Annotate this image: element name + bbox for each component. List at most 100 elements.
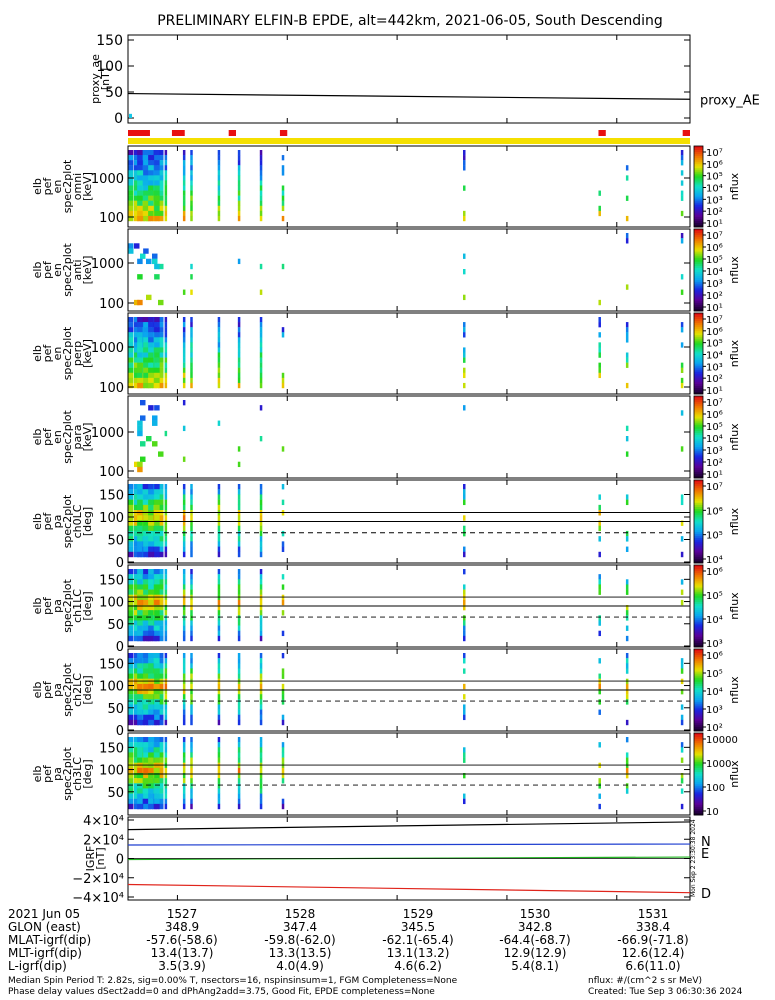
panel-ch3LC-colorbar-label: nflux: [728, 760, 741, 788]
panel-ch2LC-cell: [598, 683, 601, 690]
panel-para-colorbar-step: [694, 408, 703, 411]
panel-ch3LC-cell: [164, 773, 168, 779]
panel-perp-cell: [625, 327, 629, 333]
panel-ch0LC-cell: [164, 541, 168, 547]
panel-ch1LC-cell: [143, 625, 149, 631]
panel-omni-cell: [128, 150, 134, 156]
panel-ch0LC-cell: [137, 489, 143, 495]
panel-perp-colorbar-tick-label: 10¹: [706, 386, 723, 397]
panel-perp-cell: [128, 352, 134, 358]
panel-perp-cell: [140, 382, 146, 389]
panel-ch2LC-cell: [190, 719, 193, 726]
panel-ch3LC-cell: [190, 788, 193, 794]
panel-omni-cell: [154, 190, 160, 196]
panel-ch3LC-cell: [463, 757, 466, 763]
panel-anti-cell: [680, 238, 684, 244]
panel-perp-ytick-label: 1000: [91, 341, 124, 356]
panel-ch0LC-cell: [158, 499, 164, 506]
panel-ch2LC-cell: [158, 704, 164, 710]
panel-ch2LC-cell: [143, 658, 149, 664]
panel-perp-cell: [143, 367, 149, 373]
panel-anti-colorbar-step: [694, 272, 703, 275]
panel-ch1LC-colorbar-step: [694, 644, 703, 648]
science-zone-red-bar: [128, 130, 150, 136]
note-nflux-units: nflux: #/(cm^2 s sr MeV): [588, 976, 702, 986]
panel-ch0LC-ylabel-line: ch0LC: [71, 504, 84, 538]
panel-ch1LC-cell: [148, 574, 154, 580]
panel-ch0LC-cell: [463, 551, 466, 558]
panel-omni-cell: [625, 175, 629, 181]
panel-ch1LC-cell: [190, 615, 193, 621]
panel-omni-cell: [128, 185, 134, 191]
panel-perp-cell: [680, 382, 684, 389]
panel-para-cell: [152, 420, 158, 426]
footer-row-value: -57.6(-58.6): [146, 933, 218, 947]
panel-ch0LC-colorbar-step: [694, 550, 703, 554]
panel-perp-cell: [154, 377, 160, 384]
panel-omni-cell: [217, 175, 221, 181]
panel-ch0LC-cell: [190, 520, 193, 526]
panel-ch3LC-cell: [259, 767, 263, 774]
panel-perp-cell: [143, 317, 149, 323]
footer-row-value: -64.4(-68.7): [499, 933, 571, 947]
panel-omni-cell: [134, 215, 140, 222]
panel-omni-colorbar-step: [694, 146, 703, 149]
panel-ch2LC-cell: [158, 709, 164, 715]
panel-ch1LC-cell: [154, 599, 160, 606]
panel-omni-cell: [158, 180, 164, 186]
panel-ch1LC-cell: [148, 569, 154, 575]
panel-ch3LC-cell: [217, 747, 221, 753]
panel-ch1LC-cell: [217, 584, 221, 590]
panel-ch0LC-cell: [625, 536, 629, 542]
panel-omni-cell: [137, 150, 143, 156]
panel-perp-ylabel-line: pef: [41, 344, 54, 363]
panel-perp-cell: [148, 322, 154, 328]
panel-ch2LC-cell: [148, 658, 154, 664]
panel-ch1LC-cell: [217, 574, 221, 580]
panel-ch3LC-cell: [154, 757, 160, 763]
footer-row-value: 4.6(6.2): [394, 959, 442, 973]
panel-ch0LC-colorbar-step: [694, 542, 703, 545]
panel-perp-cell: [148, 332, 154, 338]
panel-perp-cell: [259, 347, 263, 353]
panel-ch2LC-colorbar-tick-label: 10⁵: [706, 669, 723, 680]
igrf-ylabel: IGRF[nT]: [84, 846, 107, 872]
panel-ch0LC-cell: [140, 484, 146, 490]
panel-ch3LC-cell: [128, 788, 134, 794]
panel-ch3LC-cell: [164, 798, 168, 805]
panel-ch3LC-colorbar-tick-label: 1000: [706, 759, 731, 770]
panel-ch3LC-colorbar-step: [694, 786, 703, 789]
panel-ch2LC-cell: [281, 683, 285, 690]
panel-ch1LC-cell: [148, 625, 154, 631]
panel-anti-colorbar-tick-label: 10¹: [706, 303, 723, 314]
panel-ch1LC-ylabel-line: ch1LC: [71, 589, 84, 623]
panel-ch0LC-ytick-label: 100: [99, 511, 124, 526]
panel-perp-cell: [134, 342, 140, 348]
panel-ch1LC-colorbar-step: [694, 597, 703, 601]
panel-perp-cell: [143, 377, 149, 384]
panel-ch0LC-cell: [259, 484, 263, 490]
panel-ch2LC-cell: [154, 653, 160, 659]
panel-ch0LC-cell: [154, 494, 160, 500]
panel-ch1LC-colorbar-step: [694, 624, 703, 627]
panel-ch1LC-cell: [182, 574, 186, 580]
panel-omni-cell: [137, 210, 143, 217]
panel-ch0LC-cell: [143, 494, 149, 500]
panel-omni-cell: [217, 205, 221, 212]
panel-ch3LC-colorbar-step: [694, 808, 703, 812]
panel-perp-cell: [598, 322, 601, 328]
panel-para-colorbar-step: [694, 439, 703, 442]
panel-omni-cell: [158, 195, 164, 201]
panel-perp-cell: [128, 357, 134, 363]
panel-ch1LC-cell: [190, 605, 193, 611]
panel-ch3LC-cell: [625, 757, 629, 763]
panel-omni-cell: [680, 155, 684, 161]
panel-omni-cell: [148, 175, 154, 181]
panel-ch0LC-cell: [625, 499, 629, 506]
panel-ch1LC-cell: [182, 589, 186, 595]
panel-ch0LC-cell: [217, 541, 221, 547]
panel-perp-cell: [134, 352, 140, 358]
footer-row-value: -59.8(-62.0): [264, 933, 336, 947]
panel-perp-cell: [625, 357, 629, 363]
panel-ch0LC-cell: [128, 541, 134, 547]
